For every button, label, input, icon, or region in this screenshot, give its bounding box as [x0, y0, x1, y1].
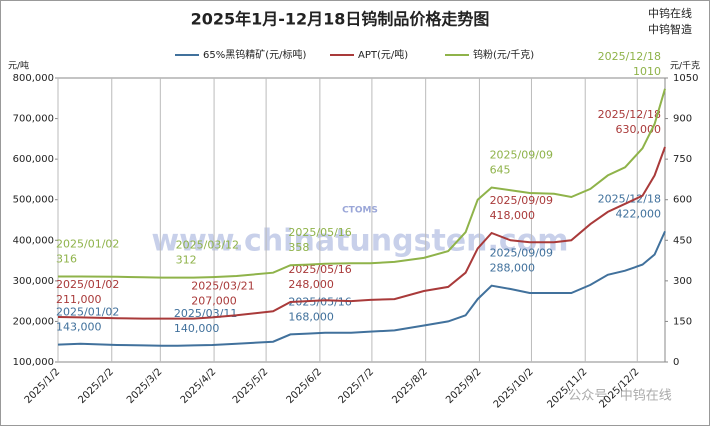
- y2-tick-label: 900: [673, 114, 692, 125]
- series-line: [58, 88, 666, 279]
- value-label: 316: [56, 253, 77, 266]
- y-tick-label: 500,000: [13, 195, 54, 206]
- y2-tick-label: 450: [673, 235, 692, 246]
- brand: 中钨在线: [648, 6, 692, 20]
- y-tick-label: 800,000: [13, 73, 54, 84]
- annotation-date: 2025/01/02: [56, 278, 119, 291]
- value-label: 418,000: [490, 209, 535, 222]
- annotation-date: 2025/03/12: [176, 239, 239, 252]
- value-label: 312: [176, 254, 197, 267]
- value-label: 645: [490, 164, 511, 177]
- value-label: 140,000: [174, 322, 220, 335]
- value-label: 143,000: [56, 321, 102, 334]
- y2-unit: 元/千克: [670, 61, 700, 72]
- value-label: 358: [288, 241, 309, 254]
- annotation-date: 2025/12/18: [598, 50, 661, 63]
- y-tick-label: 200,000: [13, 316, 54, 327]
- y2-tick-label: 300: [673, 276, 692, 287]
- annotation-date: 2025/09/09: [490, 194, 553, 207]
- y2-tick-label: 750: [673, 154, 692, 165]
- chart-title: 2025年1月-12月18日钨制品价格走势图: [191, 10, 490, 29]
- legend-label: 钨粉(元/千克): [473, 48, 534, 61]
- value-label: 207,000: [191, 295, 237, 308]
- y-tick-label: 100,000: [13, 357, 54, 368]
- annotation-date: 2025/01/02: [56, 238, 119, 251]
- watermark: 公众号 · 中钨在线: [568, 388, 671, 404]
- legend-label: 65%黑钨精矿(元/标吨): [203, 48, 306, 61]
- legend-label: APT(元/吨): [358, 48, 408, 61]
- y2-tick-label: 0: [673, 357, 679, 368]
- y-tick-label: 300,000: [13, 276, 54, 287]
- y-unit: 元/吨: [8, 60, 29, 72]
- value-label: 288,000: [490, 262, 535, 275]
- y-tick-label: 400,000: [13, 235, 54, 246]
- y-tick-label: 700,000: [13, 114, 54, 125]
- watermark: CTOMS: [342, 206, 378, 216]
- value-label: 422,000: [616, 207, 662, 220]
- annotation-date: 2025/05/16: [288, 263, 351, 276]
- y-tick-label: 600,000: [13, 154, 54, 165]
- annotation-date: 2025/01/02: [56, 306, 119, 319]
- series-line: [57, 230, 666, 347]
- value-label: 168,000: [288, 310, 334, 323]
- y2-tick-label: 1050: [673, 73, 698, 84]
- value-label: 248,000: [288, 278, 334, 291]
- value-label: 1010: [633, 65, 661, 78]
- watermark: www.chinatungsten.com: [151, 224, 568, 259]
- annotation-date: 2025/03/21: [191, 280, 254, 293]
- brand: 中钨智造: [648, 22, 692, 36]
- annotation-date: 2025/05/16: [288, 226, 351, 239]
- annotation-date: 2025/12/18: [598, 108, 661, 121]
- annotation-date: 2025/05/16: [288, 295, 351, 308]
- annotation-date: 2025/09/09: [490, 149, 553, 162]
- value-label: 211,000: [56, 293, 102, 306]
- series-line: [57, 146, 666, 320]
- y2-tick-label: 150: [673, 316, 692, 327]
- annotation-date: 2025/09/09: [490, 247, 553, 260]
- annotation-date: 2025/12/18: [598, 192, 661, 205]
- y2-tick-label: 600: [673, 195, 692, 206]
